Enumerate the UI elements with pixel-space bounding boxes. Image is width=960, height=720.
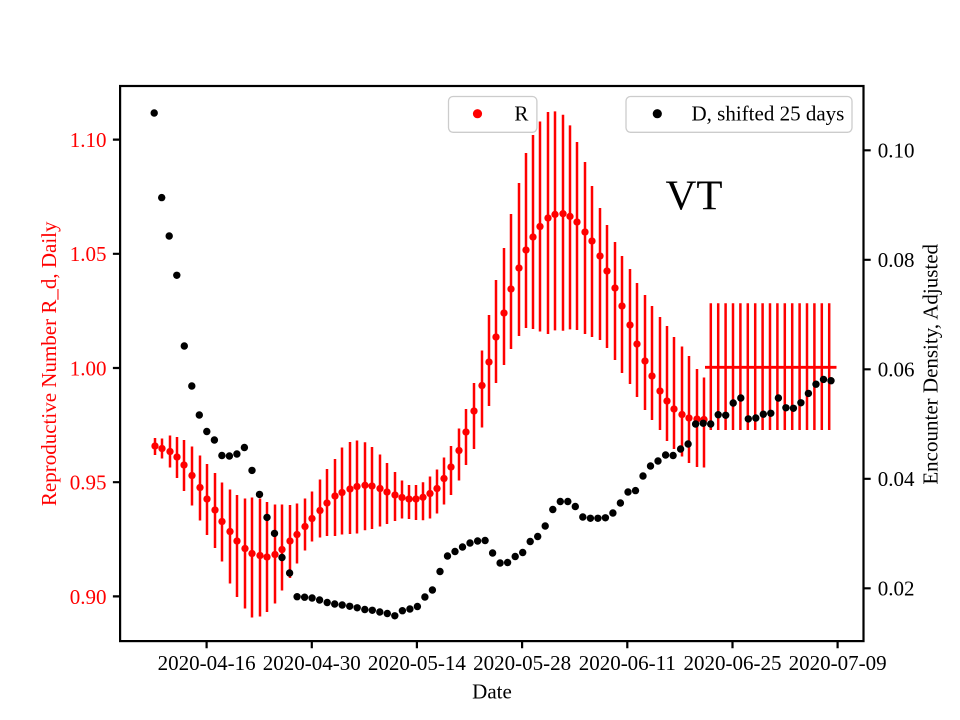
- svg-text:0.08: 0.08: [878, 248, 915, 272]
- svg-text:R: R: [514, 102, 528, 126]
- svg-text:VT: VT: [665, 173, 722, 220]
- svg-text:2020-05-14: 2020-05-14: [368, 651, 466, 675]
- svg-text:2020-04-16: 2020-04-16: [158, 651, 256, 675]
- svg-text:1.00: 1.00: [70, 356, 107, 380]
- svg-text:0.04: 0.04: [878, 467, 915, 491]
- svg-text:0.06: 0.06: [878, 358, 915, 382]
- svg-text:Date: Date: [472, 680, 512, 704]
- svg-text:0.10: 0.10: [878, 139, 915, 163]
- svg-text:1.05: 1.05: [70, 242, 107, 266]
- svg-text:0.02: 0.02: [878, 577, 915, 601]
- svg-text:2020-06-11: 2020-06-11: [579, 651, 676, 675]
- svg-text:2020-07-09: 2020-07-09: [789, 651, 887, 675]
- svg-text:Encounter Density, Adjusted: Encounter Density, Adjusted: [918, 243, 942, 484]
- svg-text:2020-05-28: 2020-05-28: [473, 651, 571, 675]
- svg-text:Reproductive Number R_d, Daily: Reproductive Number R_d, Daily: [37, 221, 61, 506]
- svg-text:2020-04-30: 2020-04-30: [263, 651, 361, 675]
- svg-text:D, shifted 25 days: D, shifted 25 days: [692, 102, 845, 126]
- svg-text:0.95: 0.95: [70, 471, 107, 495]
- svg-text:2020-06-25: 2020-06-25: [684, 651, 782, 675]
- svg-text:0.90: 0.90: [70, 585, 107, 609]
- svg-text:1.10: 1.10: [70, 128, 107, 152]
